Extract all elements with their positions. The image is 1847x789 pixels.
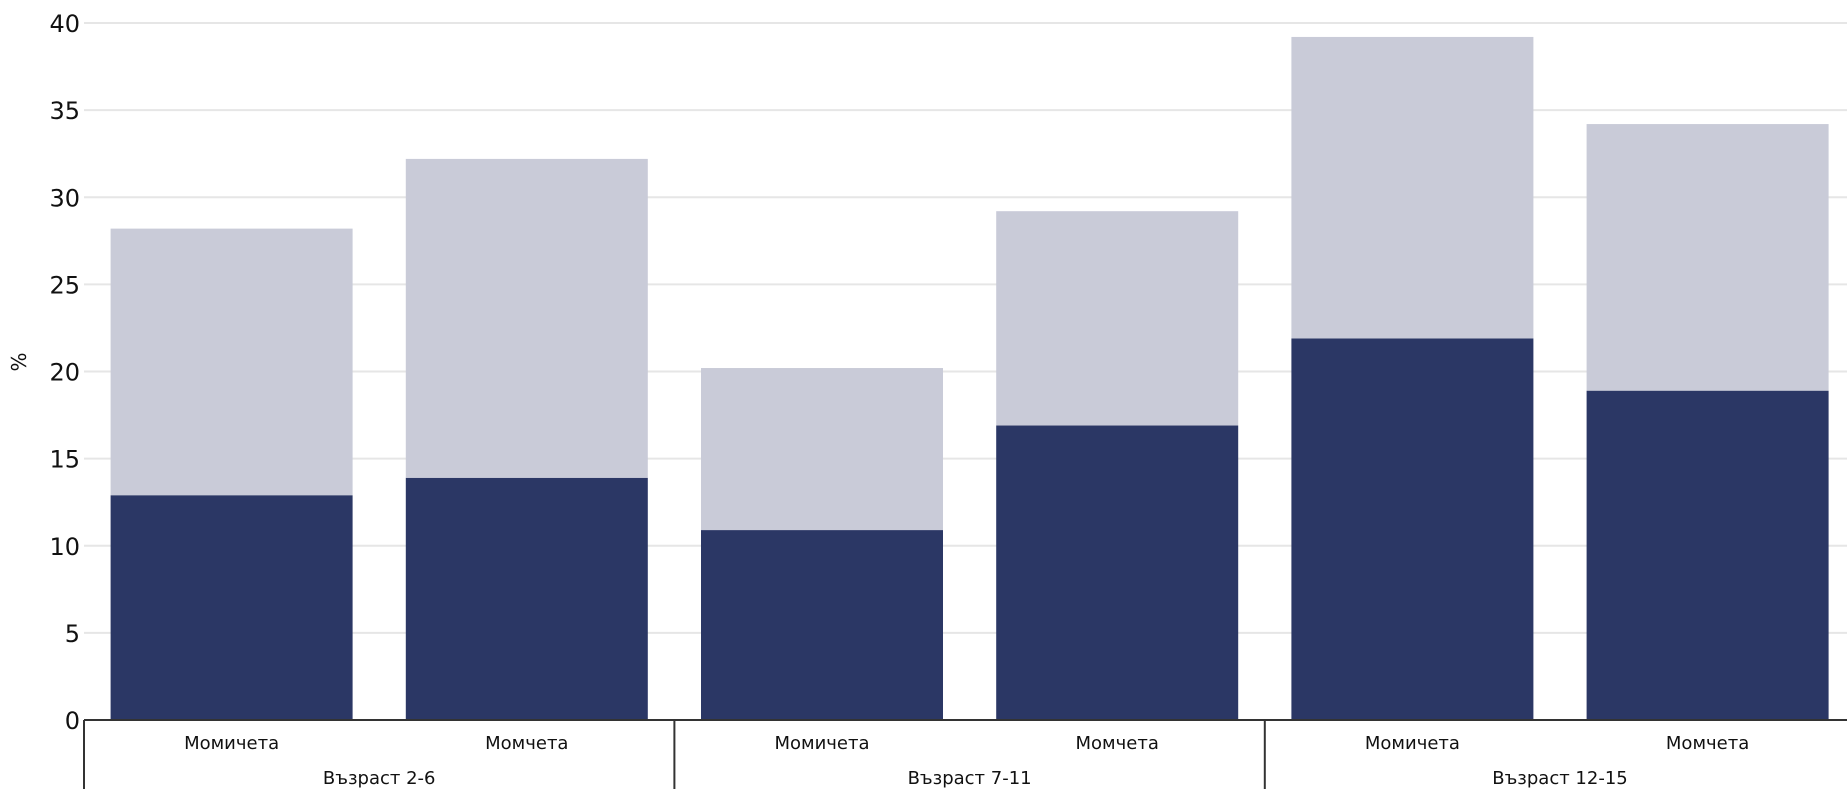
group-label: Възраст 12-15 xyxy=(1492,768,1628,789)
category-label: Момичета xyxy=(1365,733,1460,754)
category-label: Момичета xyxy=(774,733,869,754)
bar-segment-upper xyxy=(996,211,1239,426)
y-tick-label: 40 xyxy=(49,10,80,38)
bar-segment-lower xyxy=(701,530,943,720)
y-tick-label: 20 xyxy=(49,359,80,387)
bar-segment-upper xyxy=(405,158,648,478)
category-labels: Момичета Момчета Момичета Момчета Момичета Мо… xyxy=(184,733,1749,754)
y-tick-label: 10 xyxy=(49,533,80,561)
category-label: Момичета xyxy=(184,733,279,754)
group-label: Възраст 2-6 xyxy=(323,768,436,789)
bar-segment-upper xyxy=(1291,36,1534,339)
y-tick-labels: 0 5 10 15 20 25 30 35 40 xyxy=(49,10,80,735)
gridlines xyxy=(84,22,1847,634)
y-tick-label: 15 xyxy=(49,446,80,474)
y-tick-label: 35 xyxy=(49,97,80,125)
bars xyxy=(110,36,1829,720)
category-label: Момчета xyxy=(485,733,568,754)
y-axis-label: % xyxy=(7,352,31,371)
bar-segment-lower xyxy=(996,425,1239,720)
y-tick-label: 0 xyxy=(65,707,80,735)
bar-segment-lower xyxy=(1291,338,1534,720)
group-labels: Възраст 2-6 Възраст 7-11 Възраст 12-15 xyxy=(323,768,1628,789)
bar-segment-lower xyxy=(1586,390,1829,720)
group-label: Възраст 7-11 xyxy=(908,768,1032,789)
category-label: Момчета xyxy=(1076,733,1159,754)
bar-segment-lower xyxy=(405,477,648,720)
category-label: Момчета xyxy=(1666,733,1749,754)
bar-segment-upper xyxy=(701,368,943,531)
y-tick-label: 30 xyxy=(49,184,80,212)
bar-segment-upper xyxy=(110,228,353,496)
y-tick-label: 25 xyxy=(49,271,80,299)
axes xyxy=(83,719,1847,789)
y-tick-label: 5 xyxy=(65,620,80,648)
bar-segment-upper xyxy=(1586,124,1829,391)
bar-segment-lower xyxy=(110,495,353,720)
